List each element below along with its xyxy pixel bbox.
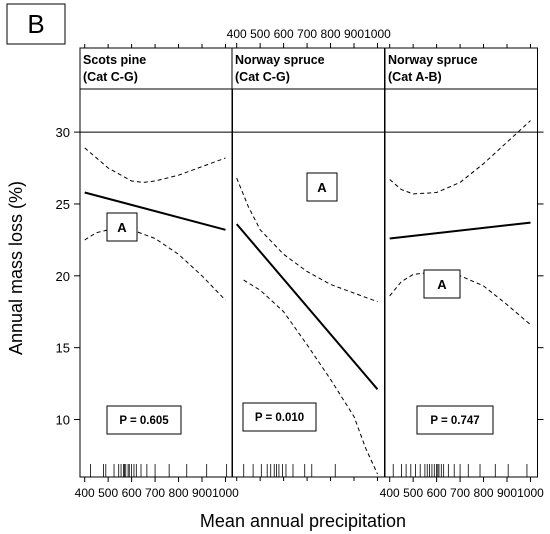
y-tick-label: 30 bbox=[56, 125, 70, 140]
x-tick-label: 700 bbox=[297, 27, 317, 41]
p-value-box bbox=[242, 402, 317, 432]
x-axis-label: Mean annual precipitation bbox=[200, 511, 406, 531]
x-tick-label: 500 bbox=[98, 486, 118, 500]
panel-plot-frame bbox=[384, 88, 538, 478]
x-tick-label: 600 bbox=[122, 486, 142, 500]
strip-title: Scots pine bbox=[83, 53, 146, 67]
x-tick-label: 600 bbox=[427, 486, 447, 500]
ci-lower-line bbox=[389, 270, 531, 326]
x-tick-label: 400 bbox=[380, 486, 400, 500]
panel-1: Scots pine (Cat C-G) A P = 0.605 bbox=[79, 47, 233, 478]
panel-label: B bbox=[6, 3, 66, 45]
x-tick-label: 1000 bbox=[517, 486, 544, 500]
panel-2: Norway spruce (Cat C-G) A P = 0.010 bbox=[231, 47, 385, 478]
ci-lower-line bbox=[84, 229, 226, 301]
group-label-box bbox=[106, 212, 138, 242]
panel-label-text: B bbox=[27, 9, 44, 39]
ci-upper-line bbox=[236, 177, 378, 303]
strip-title: Norway spruce bbox=[235, 53, 325, 67]
x-tick-label: 1000 bbox=[364, 27, 391, 41]
x-tick-label: 900 bbox=[192, 486, 212, 500]
fit-line bbox=[84, 191, 226, 231]
y-tick-label: 20 bbox=[56, 269, 70, 284]
ci-lower-line bbox=[243, 279, 378, 475]
group-label: A bbox=[117, 220, 127, 235]
fit-line bbox=[235, 223, 379, 390]
fit-line bbox=[389, 221, 531, 240]
panel-3: Norway spruce (Cat A-B) A P = 0.747 bbox=[384, 47, 538, 478]
y-tick-label: 25 bbox=[56, 197, 70, 212]
x-tick-label: 500 bbox=[250, 27, 270, 41]
x-tick-label: 800 bbox=[474, 486, 494, 500]
group-label-box bbox=[423, 269, 461, 299]
panels-layer: Scots pine (Cat C-G) A P = 0.605 Norway spru… bbox=[79, 47, 538, 478]
y-tick-label: 10 bbox=[56, 413, 70, 428]
strip-subtitle: (Cat C-G) bbox=[235, 70, 290, 84]
x-tick-label: 400 bbox=[75, 486, 95, 500]
x-tick-label: 900 bbox=[344, 27, 364, 41]
p-value-box bbox=[416, 405, 494, 435]
strip-background bbox=[232, 48, 385, 89]
strip-background bbox=[385, 48, 538, 89]
x-tick-label: 900 bbox=[497, 486, 517, 500]
group-label: A bbox=[437, 277, 447, 292]
x-tick-label: 600 bbox=[274, 27, 294, 41]
p-value-label: P = 0.747 bbox=[430, 415, 479, 427]
p-value-label: P = 0.010 bbox=[255, 412, 304, 424]
group-label: A bbox=[317, 180, 327, 195]
x-tick-label: 800 bbox=[169, 486, 189, 500]
strip-background bbox=[80, 48, 233, 89]
x-tick-label: 1000 bbox=[212, 486, 239, 500]
strip-subtitle: (Cat A-B) bbox=[388, 70, 442, 84]
y-tick-label: 15 bbox=[56, 341, 70, 356]
y-axis-label: Annual mass loss (%) bbox=[6, 181, 26, 355]
p-value-box bbox=[106, 405, 182, 435]
ci-upper-line bbox=[84, 147, 226, 183]
x-tick-label: 400 bbox=[227, 27, 247, 41]
ci-upper-line bbox=[389, 120, 531, 195]
strip-title: Norway spruce bbox=[388, 53, 478, 67]
x-tick-label: 700 bbox=[145, 486, 165, 500]
x-tick-label: 700 bbox=[450, 486, 470, 500]
p-value-label: P = 0.605 bbox=[119, 415, 169, 427]
x-tick-label: 500 bbox=[403, 486, 423, 500]
strip-subtitle: (Cat C-G) bbox=[83, 70, 138, 84]
group-label-box bbox=[306, 172, 338, 202]
x-tick-label: 800 bbox=[321, 27, 341, 41]
